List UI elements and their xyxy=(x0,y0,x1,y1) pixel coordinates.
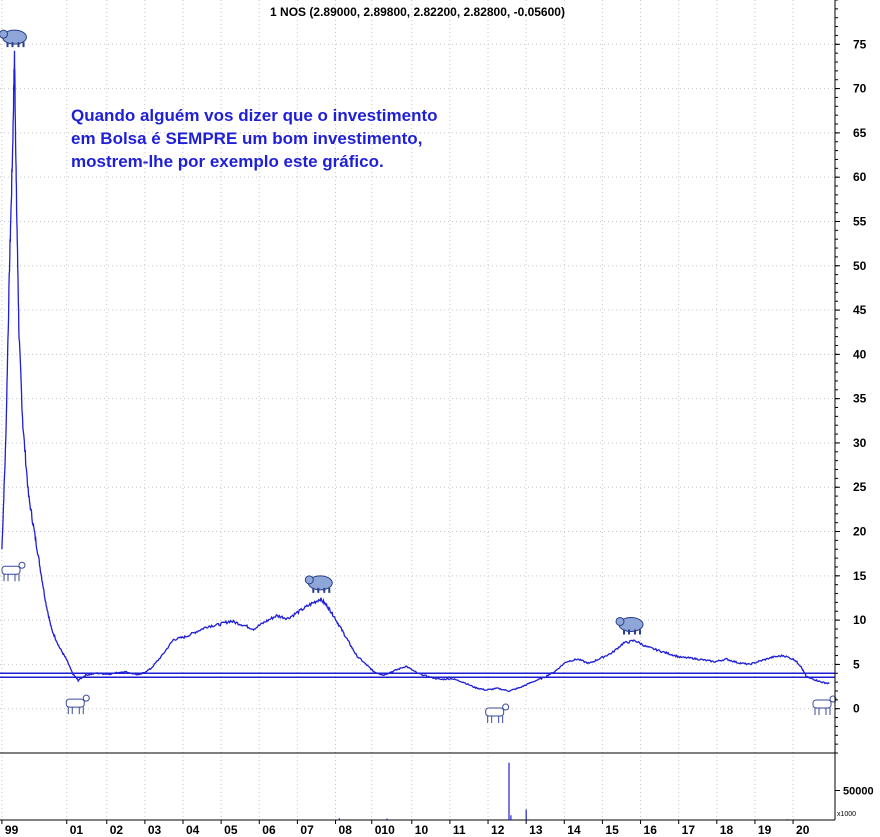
y-tick-label: 0 xyxy=(853,702,860,716)
bull-icon xyxy=(485,703,510,723)
x-tick-label: 13 xyxy=(529,823,543,837)
x-tick-label: 01 xyxy=(70,823,84,837)
y-tick-label: 65 xyxy=(853,126,867,140)
x-tick-label: 16 xyxy=(644,823,658,837)
y-tick-label: 30 xyxy=(853,436,867,450)
chart-grid xyxy=(0,0,835,820)
x-tick-label: 12 xyxy=(491,823,505,837)
bull-icon xyxy=(812,695,837,716)
y-tick-label: 15 xyxy=(853,569,867,583)
chart-frame xyxy=(0,0,836,821)
x-tick-label: 14 xyxy=(567,823,581,837)
y-tick-label: 55 xyxy=(853,214,867,228)
time-axis: 99 01 02 03 04 05 06 07 08 010 10 11 12 13 14 15 16 17 18 1… xyxy=(1,820,810,837)
annotation-line-1: Quando alguém vos dizer que o investimen… xyxy=(71,106,438,125)
y-tick-label: 5 xyxy=(853,657,860,671)
bear-icon xyxy=(304,575,333,593)
x-tick-label: 04 xyxy=(186,823,200,837)
y-tick-label: 70 xyxy=(853,82,867,96)
x-tick-label: 02 xyxy=(110,823,124,837)
annotation-line-3: mostrem-lhe por exemplo este gráfico. xyxy=(71,152,384,171)
x-tick-label: 19 xyxy=(758,823,772,837)
chart-annotation: Quando alguém vos dizer que o investimen… xyxy=(71,104,438,173)
price-line xyxy=(1,50,830,693)
x-tick-label: 17 xyxy=(682,823,696,837)
y-tick-label: 60 xyxy=(853,170,867,184)
x-tick-label: 20 xyxy=(796,823,810,837)
x-tick-label: 10 xyxy=(415,823,429,837)
x-tick-label: 03 xyxy=(148,823,162,837)
x-tick-label: 05 xyxy=(224,823,238,837)
y-tick-label: 25 xyxy=(853,480,867,494)
x-tick-label: 18 xyxy=(720,823,734,837)
volume-tick-label: 50000 xyxy=(843,786,874,798)
y-tick-label: 50 xyxy=(853,259,867,273)
x-tick-label: 15 xyxy=(605,823,619,837)
volume-panel: 50000 x1000 xyxy=(16,762,874,820)
x-tick-label: 06 xyxy=(262,823,276,837)
y-tick-label: 75 xyxy=(853,37,867,51)
x-tick-label: 99 xyxy=(5,823,19,837)
x-tick-label: 010 xyxy=(375,823,395,837)
bear-icon xyxy=(615,616,644,635)
bull-icon xyxy=(65,694,90,715)
y-tick-label: 10 xyxy=(853,613,867,627)
volume-unit-label: x1000 xyxy=(837,811,856,818)
price-series xyxy=(1,50,830,693)
y-tick-label: 20 xyxy=(853,525,867,539)
chart-title: 1 NOS (2.89000, 2.89800, 2.82200, 2.8280… xyxy=(270,5,565,19)
x-tick-label: 08 xyxy=(339,823,353,837)
annotation-line-2: em Bolsa é SEMPRE um bom investimento, xyxy=(71,129,423,148)
bear-icon xyxy=(0,29,27,48)
y-tick-label: 35 xyxy=(853,392,867,406)
turning-point-markers xyxy=(0,29,837,723)
x-tick-label: 07 xyxy=(300,823,314,837)
bull-icon xyxy=(1,561,26,582)
y-tick-label: 40 xyxy=(853,347,867,361)
price-axis: 0 5 10 15 20 25 30 35 40 45 50 55 60 65 70 75 xyxy=(835,0,867,754)
x-tick-label: 11 xyxy=(453,823,466,837)
y-tick-label: 45 xyxy=(853,303,867,317)
